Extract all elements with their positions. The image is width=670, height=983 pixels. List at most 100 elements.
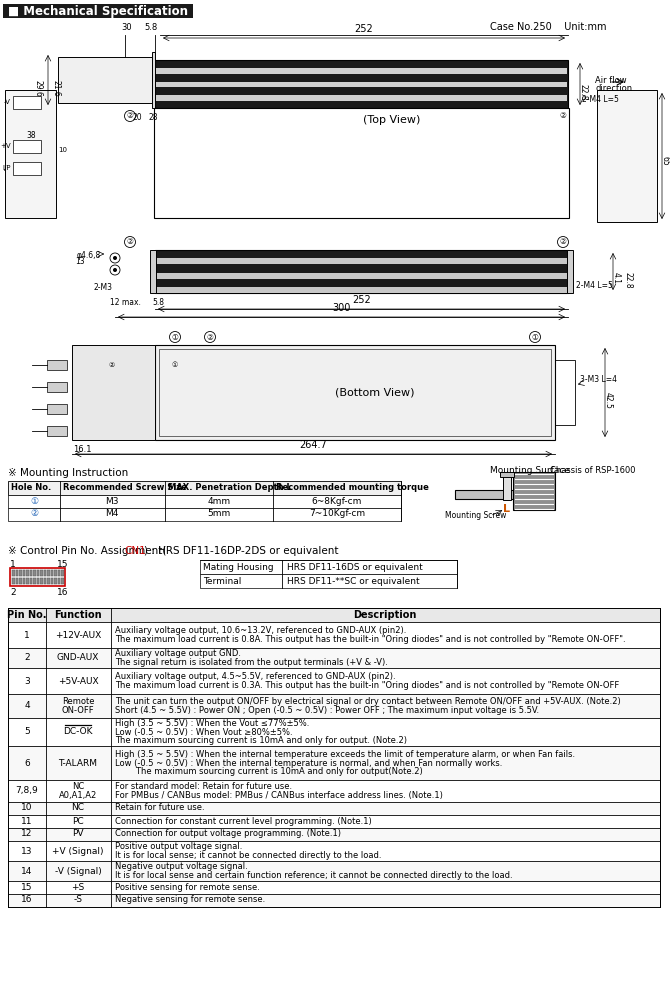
- Bar: [8, 881, 660, 894]
- Bar: [503, 476, 511, 500]
- Text: A0,A1,A2: A0,A1,A2: [59, 791, 97, 800]
- Text: 7,8,9: 7,8,9: [15, 786, 38, 795]
- Text: Short (4.5 ~ 5.5V) : Power ON ; Open (-0.5 ~ 0.5V) : Power OFF ; The maximum inp: Short (4.5 ~ 5.5V) : Power ON ; Open (-0…: [115, 706, 539, 715]
- Text: Pin No.: Pin No.: [7, 610, 47, 620]
- Text: PV: PV: [72, 830, 84, 838]
- Bar: [154, 108, 569, 218]
- Text: +S: +S: [72, 883, 84, 892]
- Bar: [513, 472, 555, 510]
- Text: Positive output voltage signal.: Positive output voltage signal.: [115, 842, 243, 851]
- Bar: [44, 570, 46, 576]
- Text: Remote: Remote: [62, 697, 94, 706]
- Circle shape: [107, 360, 117, 370]
- Text: NC: NC: [72, 782, 84, 791]
- Text: Chassis of RSP-1600: Chassis of RSP-1600: [550, 466, 636, 475]
- Text: For PMBus / CANBus model: PMBus / CANBus interface address lines. (Note.1): For PMBus / CANBus model: PMBus / CANBus…: [115, 790, 443, 800]
- Text: 4.1: 4.1: [612, 271, 620, 283]
- Circle shape: [25, 166, 29, 169]
- Text: Connection for output voltage programming. (Note.1): Connection for output voltage programmin…: [115, 830, 341, 838]
- Text: ※ Mounting Instruction: ※ Mounting Instruction: [8, 468, 128, 478]
- Text: 300: 300: [332, 303, 350, 313]
- Text: GND-AUX: GND-AUX: [57, 654, 99, 663]
- Bar: [8, 508, 401, 521]
- Bar: [44, 578, 46, 584]
- Circle shape: [125, 110, 135, 122]
- Text: It is for local sense; it cannot be connected directly to the load.: It is for local sense; it cannot be conn…: [115, 850, 381, 860]
- Bar: [8, 495, 401, 508]
- Text: 22.8: 22.8: [578, 84, 588, 100]
- Bar: [72, 345, 155, 440]
- Bar: [58, 578, 60, 584]
- Text: ) : HRS DF11-16DP-2DS or equivalent: ) : HRS DF11-16DP-2DS or equivalent: [143, 546, 338, 556]
- Bar: [8, 668, 660, 694]
- Text: Mounting Surface: Mounting Surface: [490, 466, 570, 475]
- Text: 13: 13: [21, 846, 33, 855]
- Text: 252: 252: [354, 24, 373, 34]
- Bar: [19, 570, 21, 576]
- Text: M3: M3: [105, 496, 119, 505]
- Circle shape: [529, 331, 541, 342]
- Text: The maximum load current is 0.8A. This output has the built-in "Oring diodes" an: The maximum load current is 0.8A. This o…: [115, 635, 626, 644]
- Text: 252: 252: [352, 295, 371, 305]
- Text: Mounting Screw: Mounting Screw: [445, 511, 507, 521]
- Text: 5.8: 5.8: [152, 298, 164, 307]
- Bar: [61, 578, 64, 584]
- Bar: [26, 570, 29, 576]
- Bar: [597, 90, 657, 222]
- Text: 2: 2: [10, 588, 15, 597]
- Circle shape: [204, 331, 216, 342]
- Circle shape: [21, 145, 23, 147]
- Text: 4mm: 4mm: [208, 496, 230, 505]
- Text: 16.1: 16.1: [73, 445, 91, 454]
- Text: 15: 15: [57, 560, 68, 569]
- Bar: [40, 578, 42, 584]
- Text: Air flow: Air flow: [595, 76, 626, 85]
- Circle shape: [15, 100, 19, 103]
- Text: DC-OK: DC-OK: [63, 727, 92, 736]
- Bar: [47, 360, 67, 370]
- Text: +12V-AUX: +12V-AUX: [55, 630, 101, 640]
- Text: Auxiliary voltage output, 10.6~13.2V, referenced to GND-AUX (pin2).: Auxiliary voltage output, 10.6~13.2V, re…: [115, 626, 407, 635]
- Bar: [152, 52, 155, 108]
- Text: 10: 10: [21, 803, 33, 813]
- Text: 2: 2: [24, 654, 29, 663]
- Text: direction: direction: [595, 84, 632, 93]
- Text: 3: 3: [24, 676, 30, 685]
- Text: 29.6: 29.6: [34, 80, 42, 97]
- Circle shape: [21, 166, 23, 169]
- Text: NC: NC: [72, 803, 84, 813]
- Text: φ4.6,8: φ4.6,8: [77, 251, 101, 260]
- Text: Low (-0.5 ~ 0.5V) : When Vout ≥80%±5%.: Low (-0.5 ~ 0.5V) : When Vout ≥80%±5%.: [115, 727, 293, 736]
- Text: ①: ①: [531, 332, 539, 341]
- Bar: [58, 570, 60, 576]
- Bar: [15, 570, 18, 576]
- Text: 3-M3 L=4: 3-M3 L=4: [580, 376, 617, 384]
- Bar: [19, 578, 21, 584]
- Text: 16: 16: [57, 588, 68, 597]
- Bar: [156, 272, 567, 278]
- Text: The maximum sourcing current is 10mA and only for output(Note.2): The maximum sourcing current is 10mA and…: [115, 767, 423, 776]
- Text: 6: 6: [24, 759, 30, 768]
- Bar: [155, 250, 568, 293]
- Text: MAX. Penetration Depth L: MAX. Penetration Depth L: [168, 484, 291, 492]
- Text: Hole No.: Hole No.: [11, 484, 51, 492]
- Circle shape: [15, 166, 19, 169]
- Text: 5mm: 5mm: [208, 509, 230, 518]
- Bar: [26, 578, 29, 584]
- Bar: [8, 861, 660, 881]
- Text: The unit can turn the output ON/OFF by electrical signal or dry contact between : The unit can turn the output ON/OFF by e…: [115, 697, 620, 706]
- Bar: [13, 140, 41, 153]
- Text: The signal return is isolated from the output terminals (+V & -V).: The signal return is isolated from the o…: [115, 658, 388, 666]
- Text: 5: 5: [24, 727, 30, 736]
- Text: 12: 12: [21, 830, 33, 838]
- Text: 42.5: 42.5: [604, 392, 612, 409]
- Bar: [8, 746, 660, 780]
- Text: 15: 15: [21, 883, 33, 892]
- Text: 65: 65: [661, 156, 669, 166]
- Text: The maximum load current is 0.3A. This output has the built-in "Oring diodes" an: The maximum load current is 0.3A. This o…: [115, 681, 619, 690]
- Circle shape: [125, 237, 135, 248]
- Text: ①: ①: [172, 362, 178, 368]
- Text: Retain for future use.: Retain for future use.: [115, 803, 204, 813]
- Text: 20: 20: [132, 113, 142, 122]
- Text: (Top View): (Top View): [363, 115, 420, 125]
